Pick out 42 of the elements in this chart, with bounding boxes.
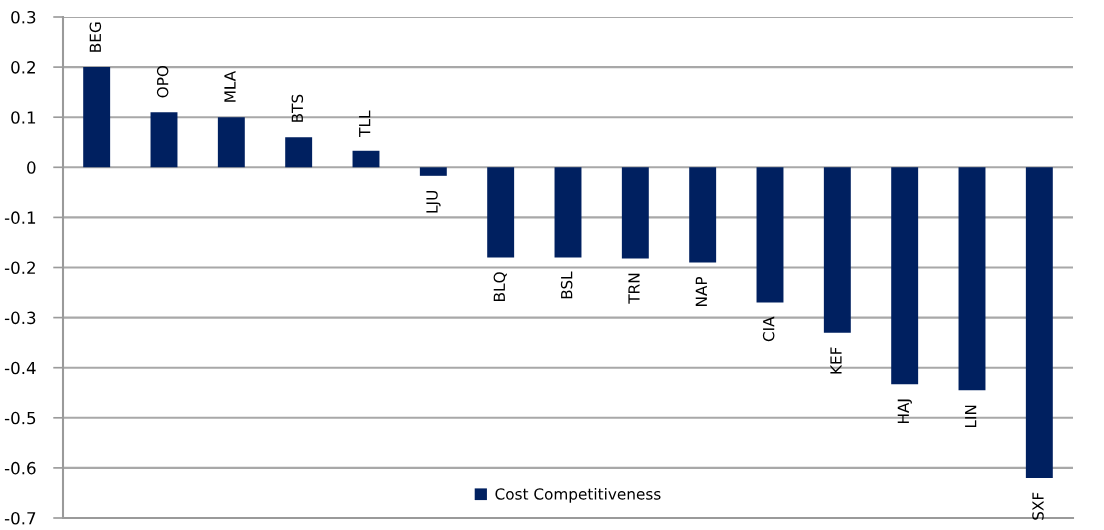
y-tick-label: -0.6 <box>4 461 36 475</box>
x-tick-label: BEG <box>89 22 102 52</box>
x-tick-label: TRN <box>628 273 640 304</box>
bar <box>217 117 245 168</box>
y-tick-label: -0.5 <box>4 411 36 425</box>
y-tick-label: -0.2 <box>4 261 35 275</box>
x-tick-label: HAJ <box>897 399 912 424</box>
bar <box>487 167 515 258</box>
x-tick-label: CIA <box>762 316 775 342</box>
y-tick-label: -0.4 <box>4 361 36 375</box>
bar <box>352 150 380 168</box>
x-tick-label: NAP <box>695 276 707 306</box>
x-tick-label: SXF <box>1032 492 1044 520</box>
bar <box>621 167 649 259</box>
x-tick-label: TLL <box>359 110 371 137</box>
bar <box>823 167 851 333</box>
y-tick-label: -0.1 <box>4 211 36 224</box>
x-tick-label: KEF <box>830 347 842 374</box>
y-tick-label: 0.1 <box>11 111 36 124</box>
bar <box>756 167 784 303</box>
bar <box>285 137 313 168</box>
bar <box>150 112 178 168</box>
bar <box>419 167 447 176</box>
y-tick-label: -0.3 <box>4 311 36 325</box>
y-tick-label: -0.7 <box>4 511 36 525</box>
y-tick-label: 0.3 <box>11 10 36 24</box>
y-tick-label: 0.2 <box>11 61 35 74</box>
x-tick-label: BLQ <box>493 272 507 301</box>
bar <box>689 167 717 263</box>
x-tick-label: LJU <box>426 191 441 213</box>
x-tick-label: BSL <box>560 271 573 299</box>
x-tick-label: BTS <box>291 94 304 122</box>
bar <box>958 167 986 391</box>
x-tick-label: LIN <box>965 405 977 428</box>
bar <box>1025 167 1053 478</box>
y-tick-label: 0 <box>27 161 36 174</box>
bar <box>83 67 111 168</box>
bar <box>554 167 582 258</box>
bar <box>891 167 919 385</box>
legend-label: Cost Competitiveness <box>495 487 661 503</box>
x-tick-label: OPO <box>156 65 169 98</box>
x-tick-label: MLA <box>224 70 236 102</box>
